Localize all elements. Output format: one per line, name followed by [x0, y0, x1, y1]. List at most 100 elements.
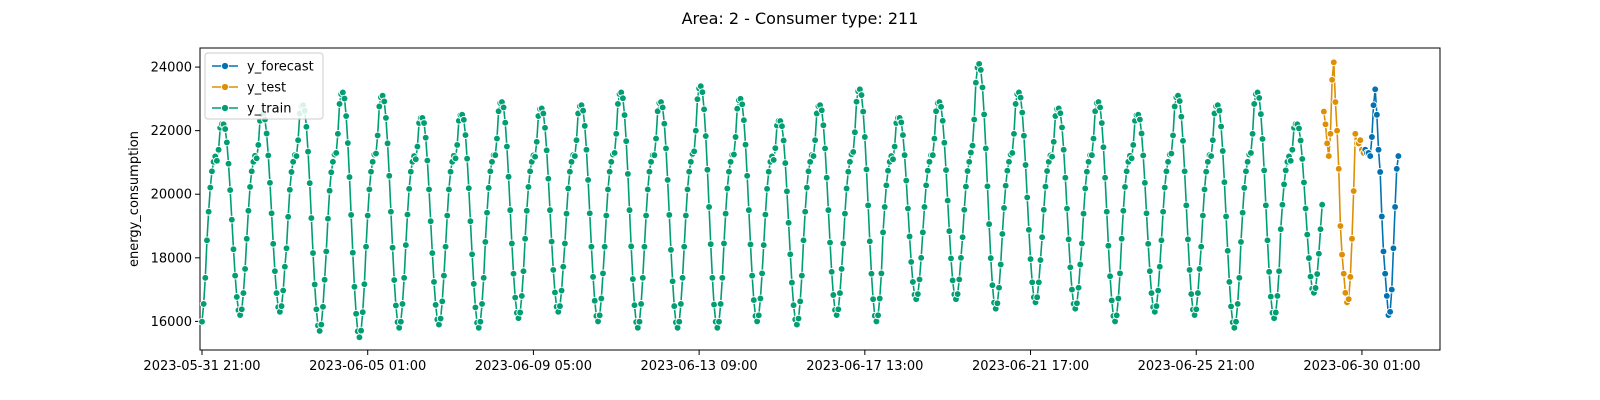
data-point	[1318, 200, 1327, 209]
data-point	[595, 311, 604, 320]
data-point	[604, 185, 612, 194]
data-point	[201, 273, 210, 282]
data-point	[1187, 290, 1196, 298]
data-point	[794, 314, 803, 323]
data-point	[380, 97, 389, 106]
data-point	[1286, 157, 1295, 165]
data-point	[932, 107, 940, 116]
data-point	[1238, 208, 1247, 217]
data-point	[804, 167, 813, 176]
data-point	[1207, 152, 1216, 160]
data-point	[955, 275, 964, 284]
series-y-test	[1319, 58, 1368, 307]
data-point	[746, 240, 755, 249]
data-point	[703, 165, 712, 174]
y-tick-label: 24000	[151, 61, 192, 76]
data-point	[406, 167, 415, 176]
data-point	[1258, 135, 1267, 143]
data-point	[678, 273, 687, 282]
data-point	[960, 205, 969, 214]
data-point	[996, 260, 1005, 269]
data-point	[650, 151, 659, 159]
data-point	[1276, 225, 1285, 234]
data-point	[309, 249, 317, 257]
data-point	[403, 210, 412, 219]
data-point	[350, 282, 359, 291]
data-point	[244, 206, 253, 215]
data-point	[1389, 244, 1398, 253]
data-point	[900, 151, 909, 159]
data-point	[993, 299, 1002, 308]
data-point	[1152, 302, 1161, 310]
legend-label: y_train	[247, 102, 291, 117]
data-point	[266, 178, 274, 187]
data-point	[647, 157, 655, 166]
data-point	[761, 210, 770, 219]
data-point	[281, 262, 289, 271]
data-point	[1018, 108, 1027, 117]
data-point	[865, 237, 874, 246]
data-point	[1281, 166, 1290, 175]
data-point	[1058, 123, 1066, 132]
data-point	[1129, 141, 1138, 149]
data-point	[539, 109, 548, 118]
data-point	[279, 286, 288, 295]
data-point	[466, 217, 475, 226]
data-point	[1348, 234, 1356, 243]
data-point	[715, 317, 723, 326]
data-point	[385, 171, 394, 180]
data-point	[875, 294, 884, 303]
data-point	[1101, 173, 1109, 182]
data-point	[642, 211, 650, 220]
data-point	[1303, 230, 1312, 239]
data-point	[340, 94, 349, 103]
data-point	[740, 116, 748, 125]
data-point	[1169, 131, 1177, 140]
data-point	[948, 276, 957, 285]
data-point	[584, 176, 592, 184]
data-point	[1305, 254, 1313, 262]
data-point	[889, 155, 897, 164]
data-point	[1028, 278, 1037, 287]
data-point	[925, 157, 934, 166]
data-point	[677, 300, 685, 308]
data-point	[491, 151, 500, 159]
data-point	[1000, 204, 1008, 212]
data-point	[653, 107, 662, 116]
data-point	[1116, 269, 1124, 278]
data-point	[1311, 284, 1320, 292]
data-point	[682, 211, 690, 220]
data-point	[1026, 255, 1035, 263]
data-point	[983, 182, 992, 191]
data-point	[1242, 167, 1250, 176]
data-point	[272, 289, 281, 297]
data-point	[223, 138, 231, 147]
legend-item-y-train: y_train	[212, 102, 291, 117]
data-point	[882, 181, 891, 190]
data-point	[509, 269, 518, 278]
data-point	[874, 311, 882, 320]
data-point	[978, 83, 987, 92]
data-point	[1144, 239, 1153, 248]
data-point	[499, 103, 508, 112]
data-point	[683, 185, 692, 194]
x-tick-label: 2023-06-09 05:00	[475, 359, 592, 374]
data-point	[411, 155, 420, 164]
data-point	[1170, 102, 1179, 111]
data-point	[877, 269, 886, 278]
data-point	[1349, 187, 1358, 195]
data-point	[763, 184, 771, 193]
data-point	[1179, 136, 1187, 145]
legend-item-y-test: y_test	[212, 81, 286, 96]
data-point	[851, 128, 859, 137]
data-point	[824, 206, 833, 214]
data-point	[1059, 145, 1068, 154]
data-point	[342, 112, 351, 120]
data-point	[922, 181, 930, 190]
data-point	[1114, 294, 1123, 303]
data-point	[198, 317, 206, 326]
data-point	[998, 230, 1007, 238]
data-point	[400, 273, 409, 282]
data-point	[501, 118, 510, 127]
data-point	[365, 185, 374, 194]
